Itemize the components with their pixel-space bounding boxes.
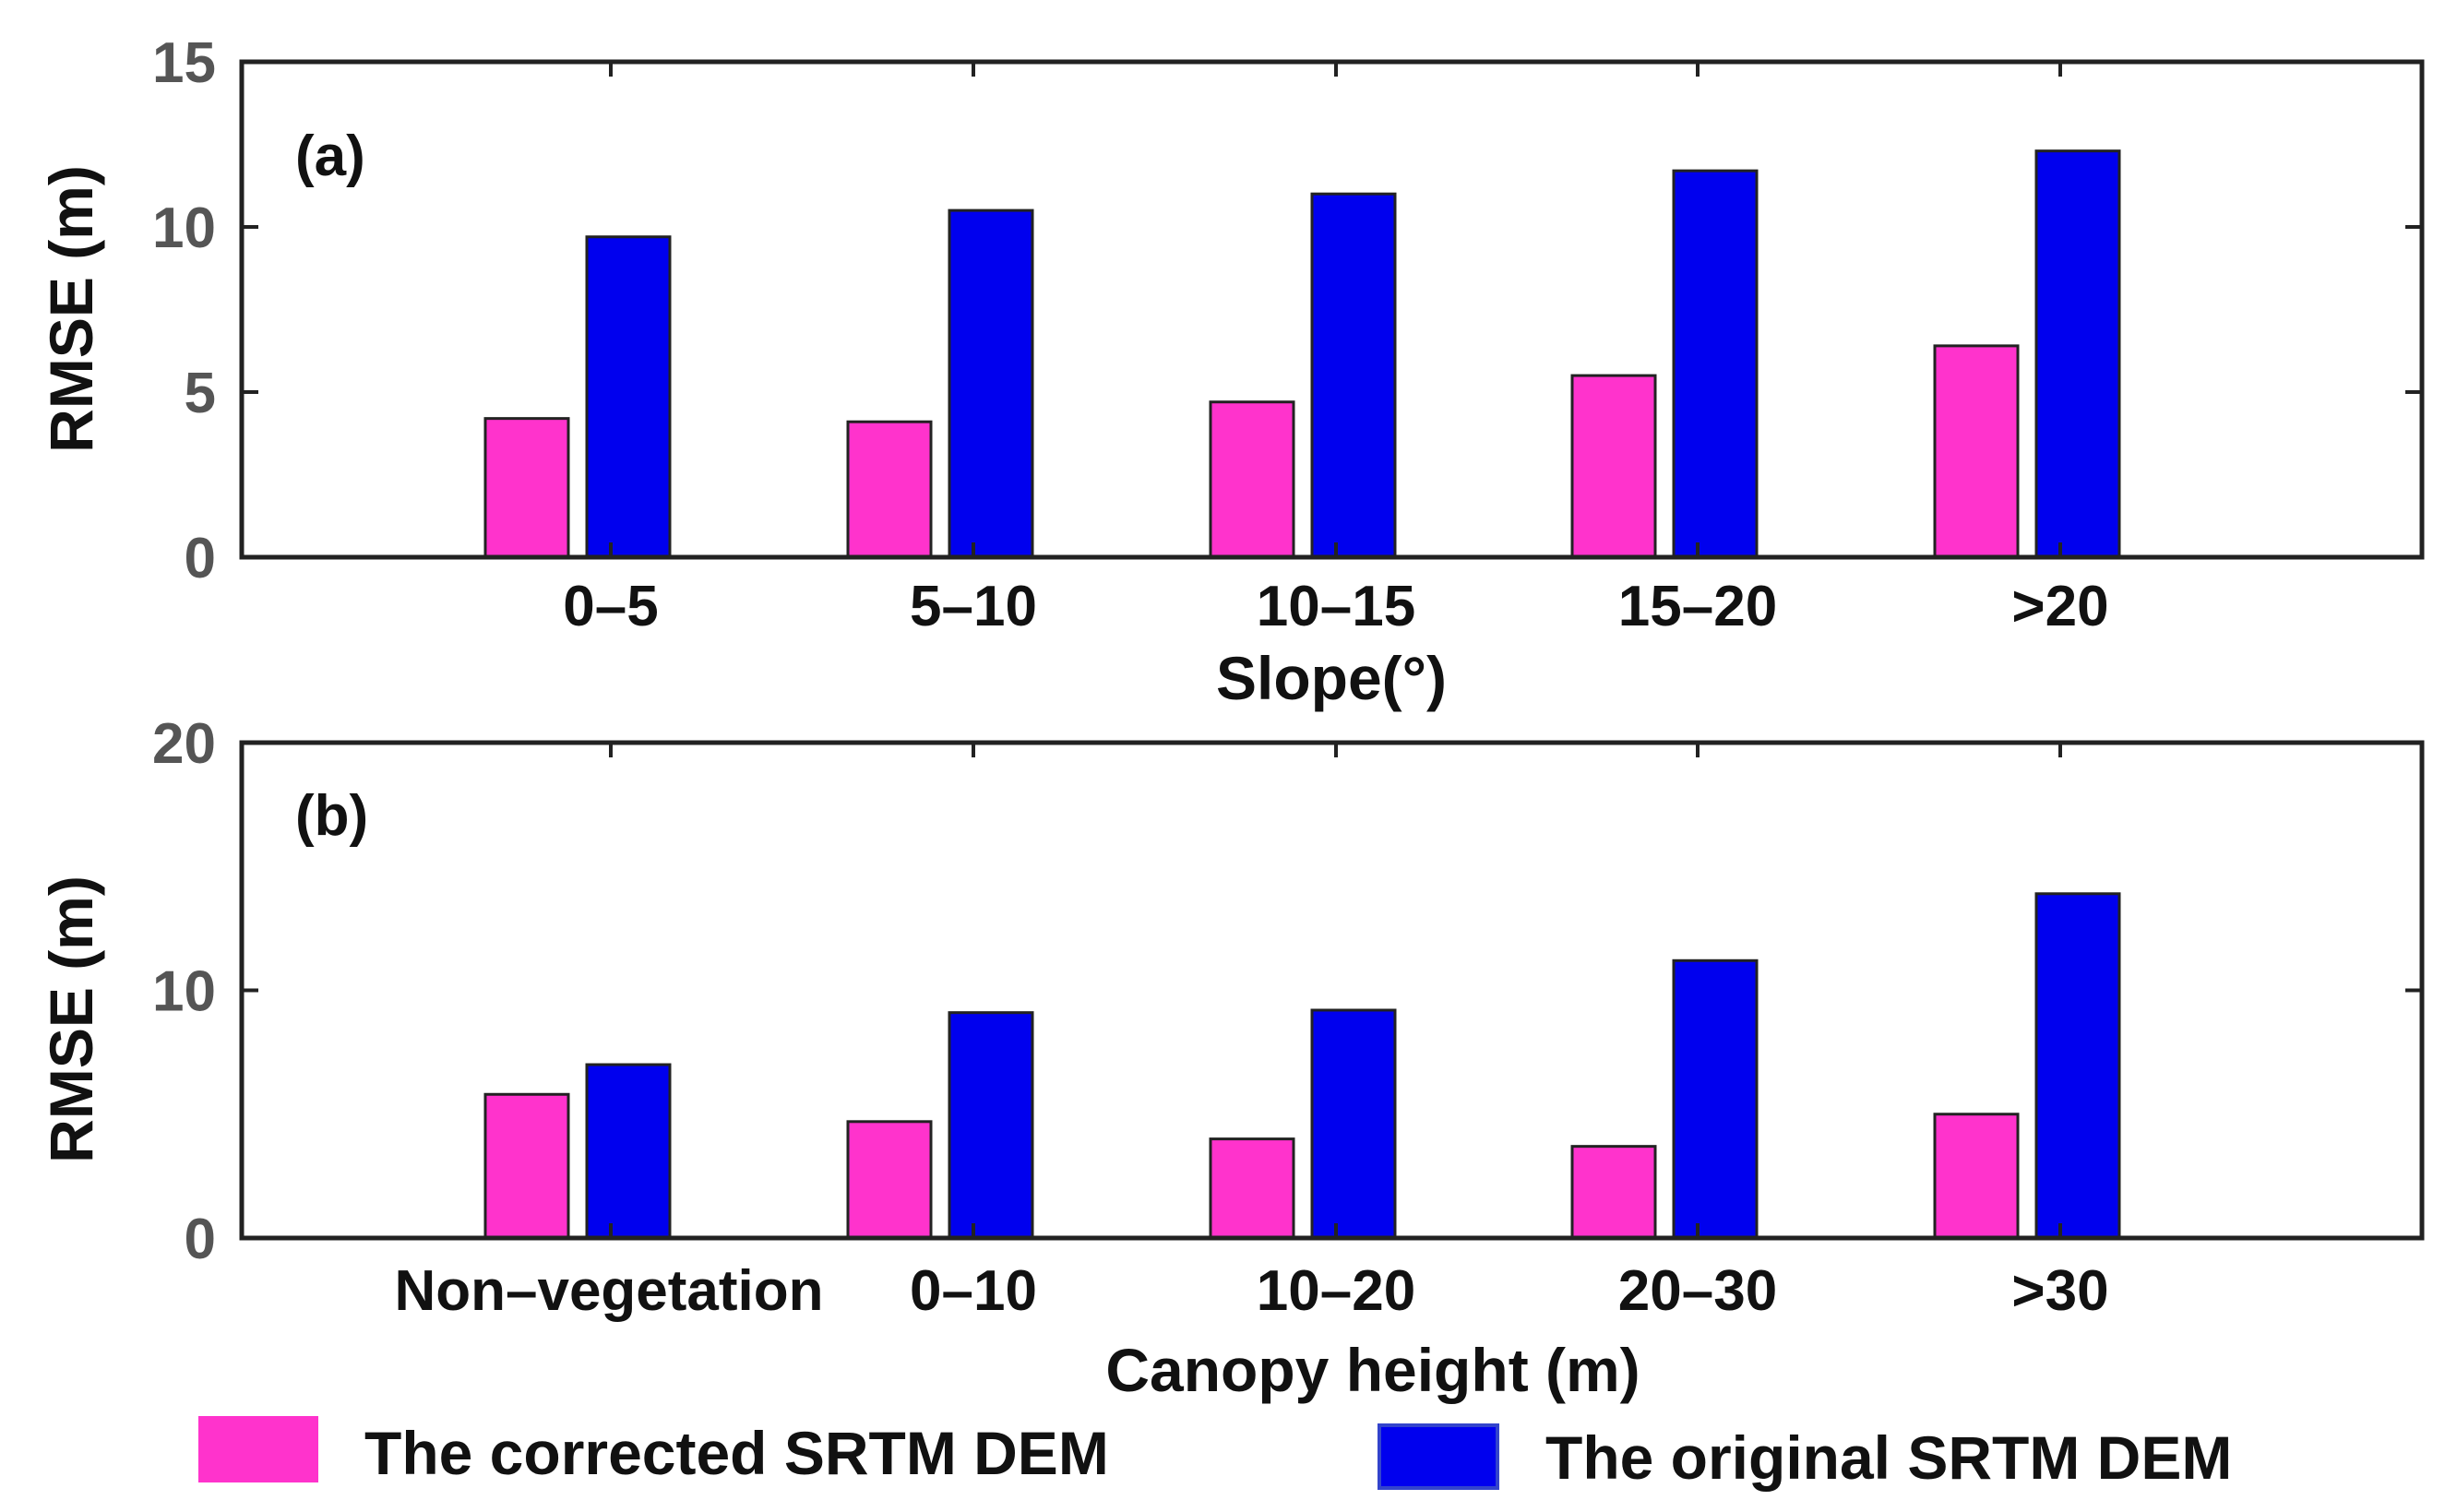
bar-corrected-b-0 [483, 1092, 570, 1240]
panel-a-ticks: 0–5 5–10 10–15 15–20 >20 0 5 10 15 [152, 31, 2422, 638]
legend-label-corrected: The corrected SRTM DEM [364, 1419, 1109, 1487]
ytick-label-b-1: 10 [152, 960, 216, 1024]
legend-swatch-original [1378, 1423, 1499, 1490]
xtick-label-a-3: 15–20 [1618, 575, 1777, 638]
bar-original-a-0 [585, 235, 672, 559]
bar-original-a-2 [1310, 192, 1397, 559]
panel-a-ylabel: RMSE (m) [37, 165, 105, 453]
ytick-label-a-0: 0 [185, 527, 216, 590]
panel-b-bars [483, 892, 2121, 1240]
xtick-label-a-0: 0–5 [563, 575, 658, 638]
panel-a-frame [239, 59, 2425, 560]
bar-corrected-a-1 [846, 420, 933, 559]
xtick-label-a-2: 10–15 [1257, 575, 1415, 638]
ytick-label-b-0: 0 [185, 1208, 216, 1271]
bar-corrected-b-2 [1209, 1137, 1295, 1240]
ytick-label-a-1: 5 [185, 362, 216, 425]
bar-corrected-b-4 [1933, 1113, 2020, 1240]
xtick-label-b-1: 0–10 [910, 1259, 1037, 1323]
bar-corrected-a-0 [483, 417, 570, 559]
legend-swatch-corrected [198, 1416, 318, 1482]
ytick-label-a-3: 15 [152, 31, 216, 95]
panel-a-label: (a) [295, 125, 365, 188]
bar-corrected-a-3 [1570, 374, 1657, 559]
panel-b-ticks: Non–vegetation 0–10 10–20 20–30 >30 0 10 20 [152, 712, 2422, 1323]
xtick-label-a-4: >20 [2011, 575, 2108, 638]
xtick-label-b-4: >30 [2011, 1259, 2108, 1323]
panel-b-xlabel: Canopy height (m) [1105, 1336, 1640, 1404]
xtick-label-b-0: Non–vegetation [394, 1259, 823, 1323]
bar-original-b-0 [585, 1063, 672, 1240]
bar-original-a-4 [2034, 149, 2121, 559]
panel-a-bars [483, 149, 2121, 559]
bar-corrected-b-3 [1570, 1145, 1657, 1240]
xtick-label-b-3: 20–30 [1618, 1259, 1777, 1323]
xtick-label-a-1: 5–10 [910, 575, 1037, 638]
panel-b-frame [239, 740, 2425, 1241]
bar-corrected-a-2 [1209, 400, 1295, 559]
legend: The corrected SRTM DEM The original SRTM… [198, 1416, 2232, 1492]
panel-b-label: (b) [295, 784, 368, 848]
legend-label-original: The original SRTM DEM [1545, 1423, 2232, 1492]
panel-b: Non–vegetation 0–10 10–20 20–30 >30 0 10 20 (b)… [37, 712, 2425, 1404]
bar-original-b-2 [1310, 1008, 1397, 1240]
ytick-label-a-2: 10 [152, 196, 216, 260]
bar-original-a-3 [1672, 169, 1759, 559]
bar-original-b-4 [2034, 892, 2121, 1240]
bar-original-b-1 [948, 1011, 1034, 1240]
panel-b-ylabel: RMSE (m) [37, 875, 105, 1163]
bar-original-a-1 [948, 208, 1034, 559]
bar-corrected-a-4 [1933, 344, 2020, 559]
xtick-label-b-2: 10–20 [1257, 1259, 1415, 1323]
bar-corrected-b-1 [846, 1120, 933, 1240]
ytick-label-b-2: 20 [152, 712, 216, 776]
panel-a-xlabel: Slope(°) [1216, 644, 1447, 712]
bar-original-b-3 [1672, 958, 1759, 1240]
